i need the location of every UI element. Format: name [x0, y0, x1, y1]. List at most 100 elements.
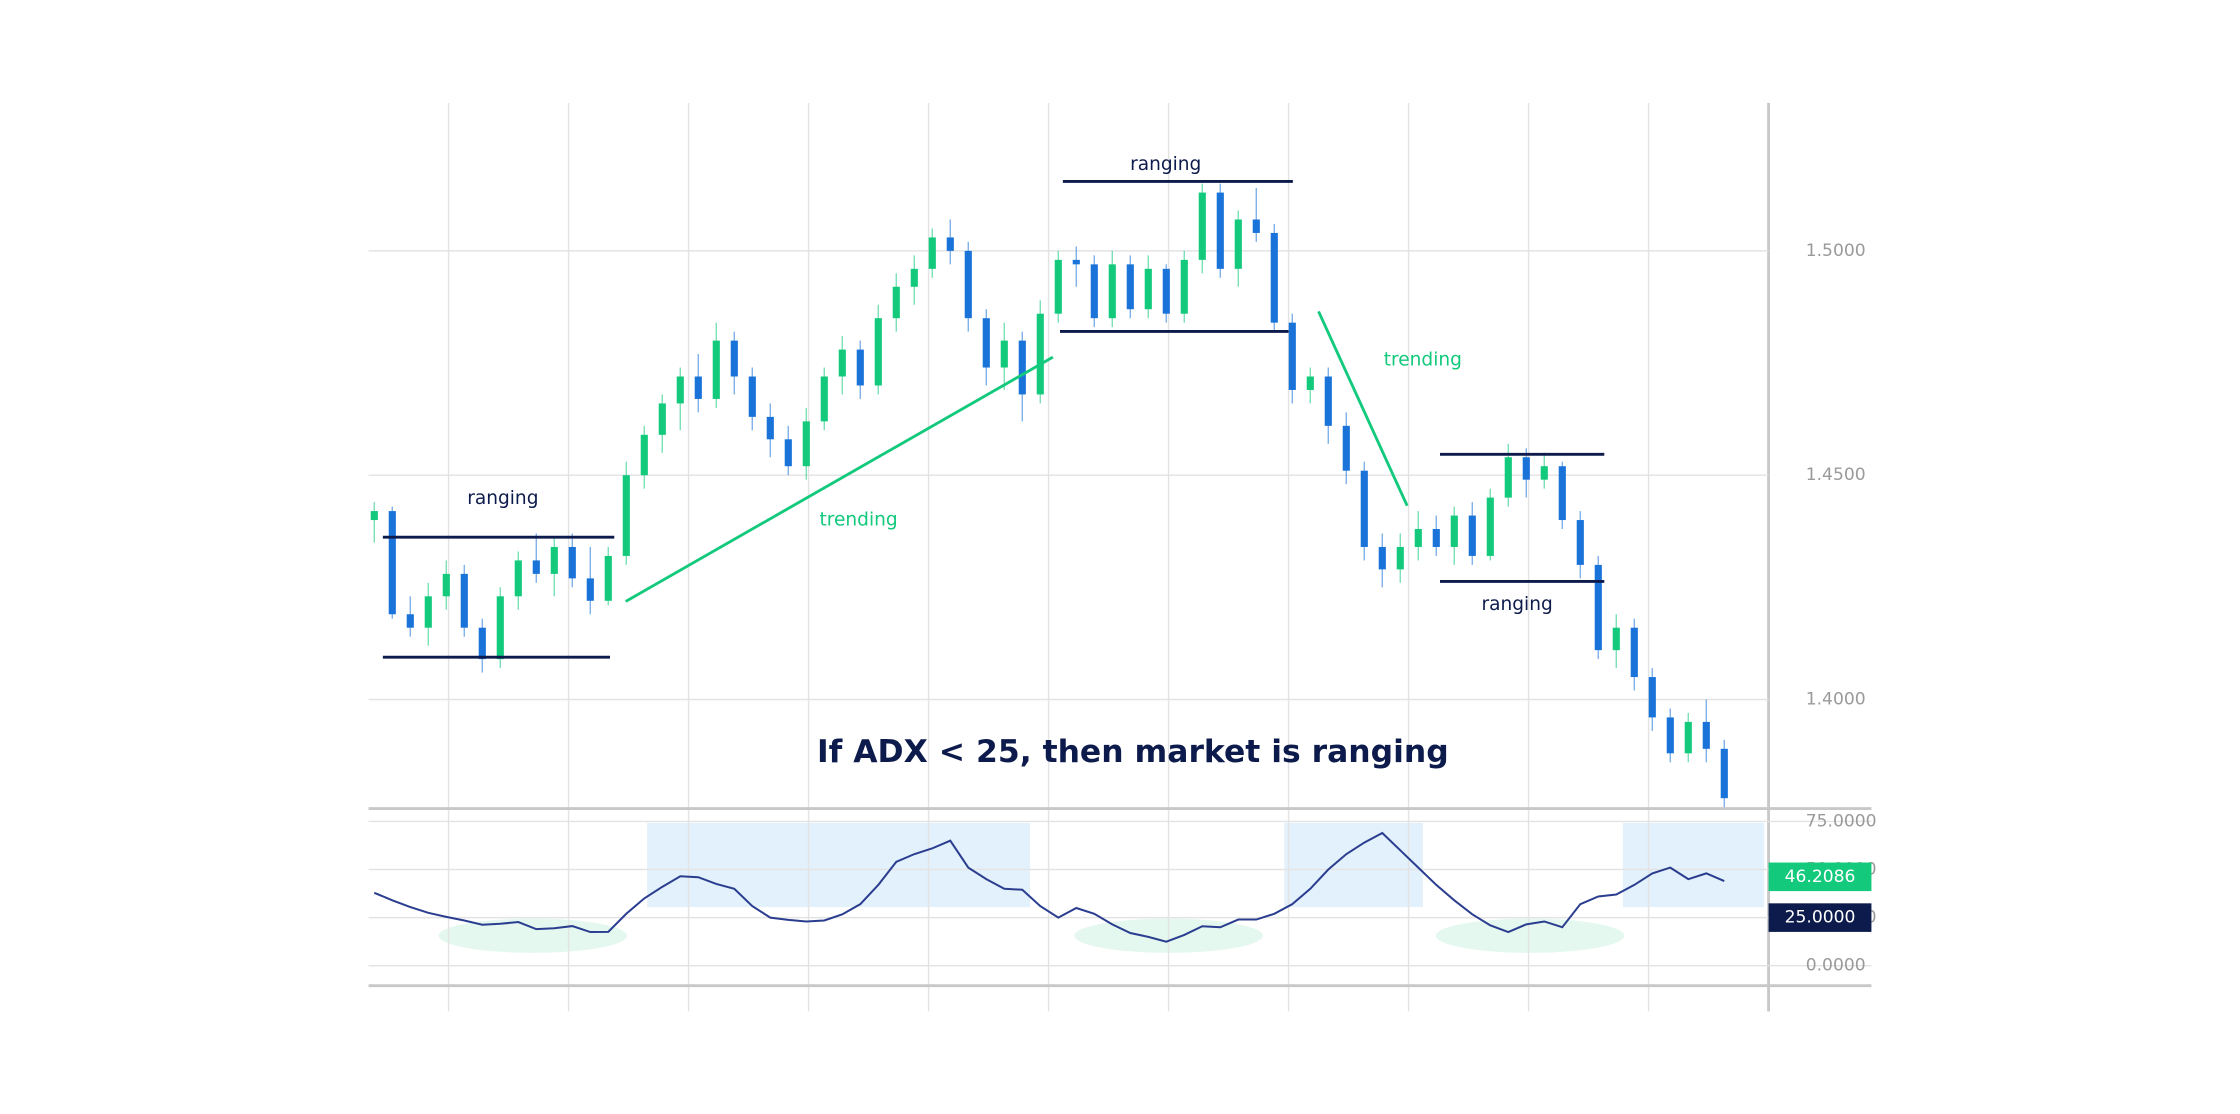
candle-body — [712, 340, 720, 399]
trend-line — [625, 355, 1054, 603]
candle-body — [496, 596, 504, 660]
candle-body — [1612, 627, 1620, 651]
range-zone — [438, 918, 628, 953]
candle-body — [820, 376, 828, 422]
candle-body — [802, 421, 810, 467]
y-tick-label: 1.5000 — [1806, 241, 1866, 261]
candle-body — [910, 268, 918, 287]
candle-body — [928, 237, 936, 269]
candle-body — [532, 560, 540, 574]
annotation: ranging — [467, 488, 538, 509]
marks — [370, 183, 1728, 943]
candle-body — [856, 349, 864, 386]
value-marker — [1768, 862, 1872, 892]
candle-body — [766, 416, 774, 440]
candle-body — [1666, 717, 1674, 754]
value-marker-label: 46.2086 — [1785, 867, 1856, 887]
candle-body — [1234, 219, 1242, 269]
candle-body — [1558, 466, 1566, 521]
candle-body — [1090, 264, 1098, 319]
candle-body — [874, 318, 882, 386]
candle-body — [784, 439, 792, 467]
candle-body — [1306, 376, 1314, 390]
candle-body — [658, 403, 666, 435]
y-tick-label: 0.0000 — [1806, 956, 1866, 976]
y-tick-label: 1.4500 — [1806, 465, 1866, 485]
chart-title: If ADX < 25, then market is ranging — [817, 734, 1449, 770]
trend-zone — [1622, 822, 1765, 908]
candle-body — [1684, 721, 1692, 754]
grid — [368, 102, 1872, 1012]
value-marker — [1768, 903, 1872, 932]
candle-body — [982, 318, 990, 368]
candle-body — [1036, 313, 1044, 395]
candle-body — [1594, 564, 1602, 651]
candle-body — [604, 555, 612, 601]
candle-body — [1126, 264, 1134, 310]
candle-body — [1162, 268, 1170, 314]
candle-body — [586, 578, 594, 601]
annotation: ranging — [1130, 154, 1201, 175]
candle-body — [748, 376, 756, 417]
value-marker-label: 25.0000 — [1785, 908, 1856, 928]
candle-body — [1216, 192, 1224, 269]
trend-line — [1317, 310, 1409, 507]
candle-body — [838, 349, 846, 377]
candle-body — [1468, 515, 1476, 556]
candle-body — [1198, 192, 1206, 260]
candle-body — [1342, 425, 1350, 471]
y-tick-label: 1.4000 — [1806, 689, 1866, 709]
candle-body — [1576, 520, 1584, 565]
candle-body — [964, 250, 972, 319]
candle-body — [1648, 677, 1656, 718]
candle-body — [550, 546, 558, 574]
range-zone — [1435, 918, 1625, 953]
candle-body — [568, 546, 576, 579]
candle-body — [1270, 232, 1278, 323]
candle-body — [1360, 470, 1368, 547]
annotations: 1.40001.45001.50000.000025.000050.000075… — [382, 154, 1877, 976]
annotation: ranging — [1482, 594, 1553, 615]
candle-body — [1288, 322, 1296, 390]
candle-body — [1432, 529, 1440, 547]
candle-body — [946, 237, 954, 251]
candle-body — [1522, 457, 1530, 480]
candle-body — [1396, 546, 1404, 570]
candle-body — [1072, 259, 1080, 265]
y-tick-label: 75.0000 — [1806, 811, 1877, 831]
candle-body — [1450, 515, 1458, 547]
candle-body — [1108, 264, 1116, 319]
candle-body — [388, 511, 396, 615]
candle-body — [424, 596, 432, 628]
trend-zone — [1284, 822, 1423, 908]
candle-body — [1018, 340, 1026, 395]
candle-body — [1702, 721, 1710, 749]
candle-body — [1486, 497, 1494, 556]
candle-body — [460, 573, 468, 628]
candle-body — [478, 627, 486, 660]
candle-body — [406, 614, 414, 628]
candle-body — [892, 286, 900, 319]
candle-body — [1720, 748, 1728, 799]
candle-body — [676, 376, 684, 404]
trend-zone — [647, 822, 1030, 908]
candle-body — [442, 573, 450, 597]
annotation: trending — [819, 510, 897, 531]
candle-body — [1504, 457, 1512, 498]
candle-body — [514, 560, 522, 597]
candle-body — [730, 340, 738, 377]
candle-body — [1144, 268, 1152, 310]
candle-body — [1000, 340, 1008, 368]
adx-line — [373, 831, 1725, 943]
candle-body — [1414, 529, 1422, 547]
candle-body — [1180, 259, 1188, 314]
annotation: trending — [1384, 350, 1462, 371]
candle-body — [1630, 627, 1638, 678]
candle-body — [1252, 219, 1260, 233]
candle-body — [694, 376, 702, 399]
candle-body — [1054, 259, 1062, 314]
candle-body — [370, 511, 378, 521]
candle-body — [1324, 376, 1332, 426]
